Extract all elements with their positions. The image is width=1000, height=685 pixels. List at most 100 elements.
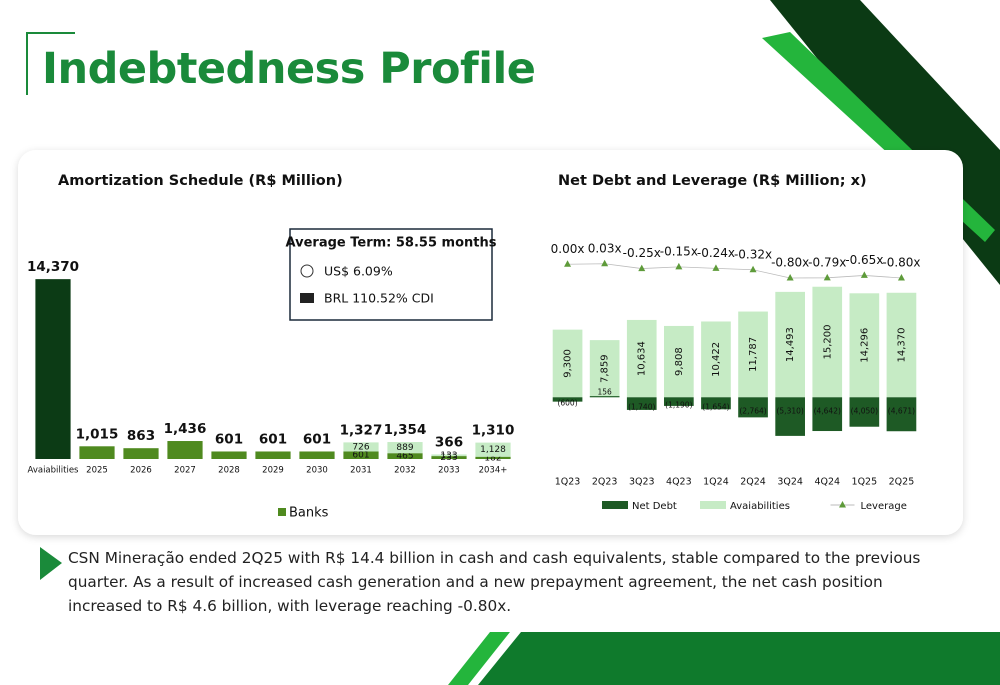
leverage-label: -0.24x xyxy=(697,246,735,260)
bar xyxy=(775,291,805,398)
total-label: 366 xyxy=(435,434,463,450)
x-tick-label: 3Q23 xyxy=(629,477,655,488)
bar xyxy=(849,293,880,398)
x-tick-label: 2028 xyxy=(218,466,240,476)
legend-swatch xyxy=(700,501,726,509)
info-item: US$ 6.09% xyxy=(324,264,393,279)
globe-icon xyxy=(300,264,314,278)
bar-label: (2,764) xyxy=(739,406,766,415)
bar xyxy=(589,396,620,398)
segment-label: 233 xyxy=(440,453,457,463)
bar xyxy=(812,286,843,398)
leverage-label: -0.65x xyxy=(845,253,883,267)
x-tick-label: 1Q25 xyxy=(852,477,878,488)
info-item: BRL 110.52% CDI xyxy=(324,291,434,306)
legend-label: Banks xyxy=(289,506,329,521)
legend-swatch xyxy=(602,501,628,509)
bar-label: 14,493 xyxy=(785,327,796,362)
leverage-label: 0.03x xyxy=(588,241,622,255)
bar-label: 10,422 xyxy=(711,342,722,377)
leverage-label: -0.32x xyxy=(734,247,772,261)
bar-label: 9,300 xyxy=(563,349,574,378)
bar-label: 156 xyxy=(597,387,612,396)
bar xyxy=(589,340,620,398)
page-title: Indebtedness Profile xyxy=(42,44,536,94)
bar-segment xyxy=(255,451,291,459)
x-tick-label: 2026 xyxy=(130,466,152,476)
bar-label: (1,190) xyxy=(665,401,692,410)
bar xyxy=(886,397,917,432)
legend-swatch xyxy=(839,501,846,508)
total-label: 601 xyxy=(303,431,331,447)
bar-label: (5,310) xyxy=(776,406,803,415)
x-tick-label: 2Q23 xyxy=(592,477,618,488)
x-tick-label: 2Q25 xyxy=(889,477,915,488)
bar-segment xyxy=(387,442,423,454)
segment-label: 465 xyxy=(396,452,413,462)
bar-segment xyxy=(167,441,203,459)
bar-segment xyxy=(343,451,379,459)
bar xyxy=(701,397,731,410)
x-tick-label: 2Q24 xyxy=(740,477,766,488)
bar-segment xyxy=(431,456,467,459)
segment-label: 133 xyxy=(440,451,457,461)
bar xyxy=(664,325,694,398)
card xyxy=(18,150,963,535)
x-tick-label: 2031 xyxy=(350,466,372,476)
bar-label: 7,859 xyxy=(600,354,611,383)
leverage-marker xyxy=(897,274,905,281)
x-tick-label: 2032 xyxy=(394,466,416,476)
x-tick-label: 2027 xyxy=(174,466,196,476)
bar-segment xyxy=(475,442,511,457)
chart-title: Amortization Schedule (R$ Million) xyxy=(58,173,343,189)
bar-segment xyxy=(431,454,467,457)
total-label: 1,327 xyxy=(340,422,383,438)
bar-segment xyxy=(299,451,335,459)
leverage-marker xyxy=(860,271,868,278)
bar-label: 14,296 xyxy=(859,328,870,363)
x-tick-label: 1Q23 xyxy=(555,477,581,488)
bar-label: 10,634 xyxy=(637,341,648,376)
leverage-marker xyxy=(601,259,609,267)
segment-label: 601 xyxy=(352,451,369,461)
info-title: Average Term: 58.55 months xyxy=(286,236,497,251)
total-label: 1,310 xyxy=(472,423,515,439)
x-tick-label: 3Q24 xyxy=(777,477,803,488)
leverage-label: -0.15x xyxy=(660,244,698,258)
bar-label: 9,808 xyxy=(674,347,685,376)
title-bracket xyxy=(26,32,75,95)
leverage-marker xyxy=(712,264,720,271)
legend-label: Leverage xyxy=(861,501,907,512)
total-label: 601 xyxy=(259,431,287,447)
bar xyxy=(701,321,731,398)
x-tick-label: 2034+ xyxy=(479,466,508,476)
segment-label: 726 xyxy=(352,442,369,452)
bar-segment xyxy=(475,456,511,459)
leverage-marker xyxy=(675,262,683,270)
leverage-marker xyxy=(823,273,831,281)
bar-label: 15,200 xyxy=(822,325,833,360)
bar xyxy=(626,319,657,398)
x-tick-label: 2025 xyxy=(86,466,108,476)
total-label: 863 xyxy=(127,428,155,444)
x-tick-label: 4Q23 xyxy=(666,477,692,488)
leverage-line xyxy=(567,263,902,279)
bar xyxy=(552,397,583,402)
bar-label: 14,370 xyxy=(896,328,907,363)
bar xyxy=(849,397,880,427)
leverage-label: -0.80x xyxy=(771,256,809,270)
bar xyxy=(626,397,657,410)
legend-label: Avaiabilities xyxy=(730,501,790,512)
bar-label: (600) xyxy=(557,398,577,407)
bar xyxy=(738,311,768,398)
bar-label: 11,787 xyxy=(748,337,759,372)
bar-label: (4,671) xyxy=(888,406,915,415)
total-label: 601 xyxy=(215,431,243,447)
leverage-label: -0.25x xyxy=(623,246,661,260)
bar xyxy=(812,397,843,432)
info-box xyxy=(289,228,493,321)
bar-segment xyxy=(123,448,159,459)
bar-label: (4,050) xyxy=(851,406,878,415)
